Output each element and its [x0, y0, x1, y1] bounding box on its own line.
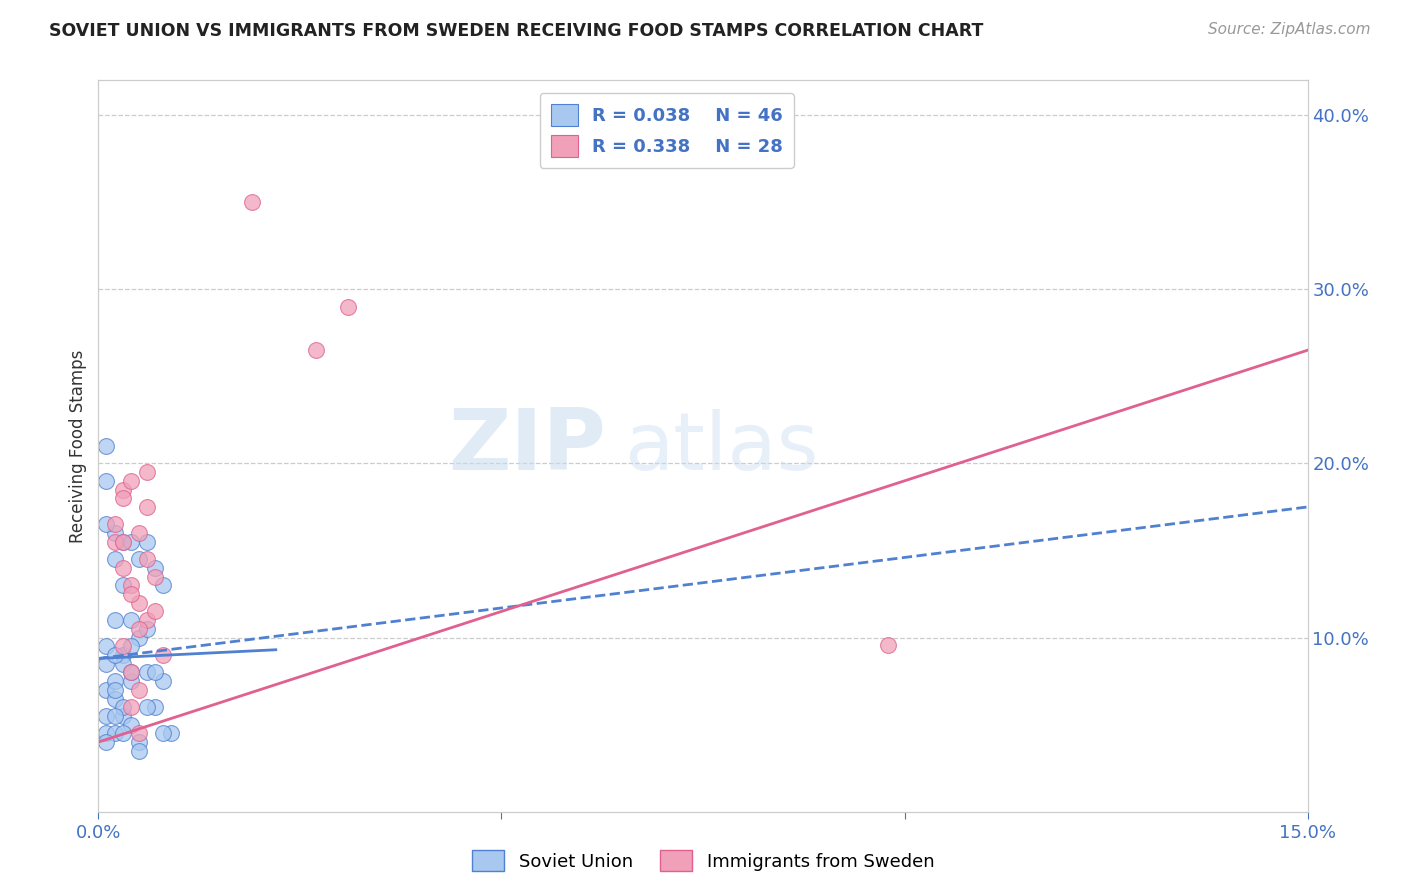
Point: [152, 578, 174, 592]
Point: [135, 552, 157, 566]
Point: [120, 534, 142, 549]
Point: [143, 604, 166, 618]
Point: [135, 622, 157, 636]
Point: [135, 465, 157, 479]
Point: [103, 613, 125, 627]
Point: [128, 526, 150, 541]
Point: [120, 665, 142, 680]
Point: [120, 613, 142, 627]
Point: [103, 552, 125, 566]
Point: [120, 578, 142, 592]
Point: [96, 439, 118, 453]
Point: [96, 474, 118, 488]
Point: [120, 700, 142, 714]
Point: [240, 195, 263, 210]
Point: [128, 631, 150, 645]
Point: [111, 483, 134, 497]
Point: [128, 726, 150, 740]
Point: [111, 578, 134, 592]
Point: [96, 709, 118, 723]
Point: [337, 300, 360, 314]
Point: [111, 726, 134, 740]
Point: [120, 665, 142, 680]
Point: [96, 735, 118, 749]
Point: [96, 726, 118, 740]
Point: [120, 640, 142, 654]
Point: [111, 534, 134, 549]
Point: [111, 491, 134, 506]
Point: [103, 534, 125, 549]
Point: [135, 613, 157, 627]
Point: [143, 700, 166, 714]
Text: atlas: atlas: [624, 409, 818, 487]
Point: [135, 700, 157, 714]
Point: [103, 691, 125, 706]
Point: [143, 569, 166, 583]
Point: [103, 517, 125, 532]
Point: [152, 726, 174, 740]
Point: [111, 648, 134, 662]
Point: [135, 665, 157, 680]
Point: [111, 640, 134, 654]
Point: [111, 657, 134, 671]
Point: [128, 744, 150, 758]
Point: [111, 709, 134, 723]
Point: [103, 709, 125, 723]
Point: [128, 682, 150, 697]
Point: [103, 674, 125, 689]
Point: [111, 561, 134, 575]
Point: [135, 534, 157, 549]
Point: [152, 674, 174, 689]
Point: [143, 665, 166, 680]
Point: [96, 682, 118, 697]
Point: [877, 638, 900, 652]
Text: SOVIET UNION VS IMMIGRANTS FROM SWEDEN RECEIVING FOOD STAMPS CORRELATION CHART: SOVIET UNION VS IMMIGRANTS FROM SWEDEN R…: [49, 22, 984, 40]
Point: [103, 526, 125, 541]
Point: [103, 648, 125, 662]
Point: [96, 657, 118, 671]
Point: [305, 343, 328, 358]
Text: ZIP: ZIP: [449, 404, 606, 488]
Point: [120, 717, 142, 731]
Point: [111, 700, 134, 714]
Point: [128, 622, 150, 636]
Point: [128, 735, 150, 749]
Y-axis label: Receiving Food Stamps: Receiving Food Stamps: [69, 350, 87, 542]
Point: [135, 500, 157, 514]
Point: [120, 474, 142, 488]
Text: Source: ZipAtlas.com: Source: ZipAtlas.com: [1208, 22, 1371, 37]
Point: [96, 517, 118, 532]
Legend: R = 0.038    N = 46, R = 0.338    N = 28: R = 0.038 N = 46, R = 0.338 N = 28: [540, 93, 794, 168]
Legend: Soviet Union, Immigrants from Sweden: Soviet Union, Immigrants from Sweden: [464, 843, 942, 879]
Point: [120, 587, 142, 601]
Point: [96, 640, 118, 654]
Point: [103, 726, 125, 740]
Point: [143, 561, 166, 575]
Point: [160, 726, 183, 740]
Point: [111, 534, 134, 549]
Point: [120, 674, 142, 689]
Point: [103, 682, 125, 697]
Point: [152, 648, 174, 662]
Point: [128, 596, 150, 610]
Point: [128, 552, 150, 566]
